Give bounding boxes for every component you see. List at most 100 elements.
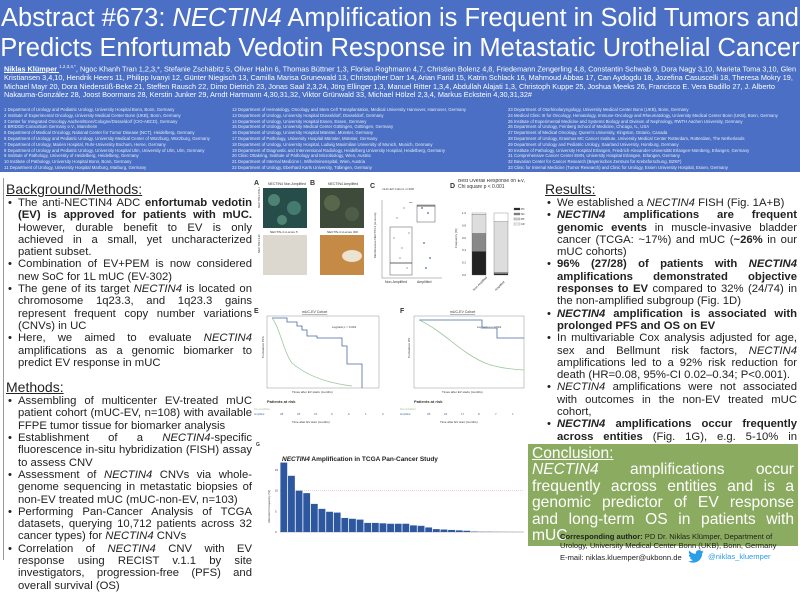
g-ytick: 10 [275,489,279,493]
bullet-item: Assessment of NECTIN4 CNVs via whole-gen… [6,469,252,506]
bullet-item: NECTIN4 amplifications were not associat… [545,381,797,418]
panel-f-xlabel: Times after EV starts (months) [442,390,483,394]
panel-g-ylabel: Alteration Frequency (%) [267,490,271,523]
g-bar [357,520,364,532]
panel-label-c: C [370,183,375,190]
panel-d-title: Best Overall Response on EV, Chi square … [458,179,526,190]
risk-count: 17 [461,412,465,416]
g-bar [380,523,387,532]
right-column: Results: We established a NECTIN4 FISH (… [545,181,797,455]
text-run: NECTIN4 [557,381,605,393]
g-bar [456,530,463,532]
background-heading: Background/Methods: [6,181,252,197]
panel-e-ylabel: Cumulative PFS [261,336,265,358]
panel-a-title: NECTIN4 Non-Amplified [268,182,306,186]
panel-c-ylabel: Membranous NECTIN-4 (H-score) [373,212,377,258]
text-run: Correlation of [18,543,107,555]
title-gene: NECTIN4 [173,4,282,32]
panel-e-title: mUC-EV Cohort [302,310,327,314]
text-run: Assembling of multicenter EV-treated mUC… [18,395,252,432]
bullet-item: NECTIN4 amplification is associated with… [545,308,797,333]
risk-row-nonamp-f: Non-Amplified [400,408,416,411]
d-bar-pd [472,251,486,275]
g-bar [280,463,287,532]
poster-title-line2: Predicts Enfortumab Vedotin Response in … [0,34,800,63]
bullet-item: The gene of its target NECTIN4 is locate… [6,283,252,332]
text-run: The anti-NECTIN4 ADC [18,197,145,209]
risk-title-f: Patients at risk [414,399,443,404]
fish-row-label: NECTIN4 FISH [257,187,261,208]
risk-count: 6 [331,412,333,416]
g-bar [387,524,394,532]
risk-xlabel-f: Time after EV start (months) [440,420,478,424]
text-run: NECTIN4 [204,332,252,344]
text-run: NECTIN4 [134,283,182,295]
text-run: NECTIN4 [107,543,155,555]
g-bar [303,493,310,532]
results-list: We established a NECTIN4 FISH (Fig. 1A+B… [545,197,797,455]
d-bar-pr [472,214,486,233]
twitter-handle[interactable]: @niklas_kluemper [688,550,771,563]
d-bar-cr [494,213,508,222]
text-run: amplifications as a genomic biomarker to… [18,345,252,369]
conclusion-heading: Conclusion: [532,446,794,462]
d-bar-sd [472,233,486,251]
text-run: NECTIN4 [105,530,153,542]
affiliation-item: 33 Clinic for Internal Medicine (Tumor R… [508,165,798,171]
g-ytick: 5 [275,509,277,513]
poster-header: Abstract #673: NECTIN4 Amplification is … [0,0,800,172]
panel-e-xlabel: Times after EV starts (months) [292,390,333,394]
affiliations-col3: 23 Department of Otorhinolaryngology, Un… [508,107,798,171]
text-run: NECTIN4 [557,209,605,221]
bullet-item: Combination of EV+PEM is now considered … [6,258,252,283]
left-column: Background/Methods: The anti-NECTIN4 ADC… [6,181,252,592]
risk-count: 7 [495,412,497,416]
risk-xlabel-e: Time after EV start (months) [292,420,330,424]
results-heading: Results: [545,181,797,197]
g-bar [433,529,440,532]
g-bar [341,518,348,532]
g-ytick: 0 [275,530,277,534]
bullet-item: Establishment of a NECTIN4-specific fluo… [6,432,252,469]
risk-count: 1 [512,412,514,416]
text-run: Establishment of a [18,432,162,444]
twitter-bird-icon [688,550,704,563]
methods-heading: Methods: [6,379,252,395]
d-xlabel: Amplified [494,280,506,292]
g-bar [463,531,470,532]
affiliation-item: 11 Department of Urology, University Hos… [4,165,228,171]
panel-g-title-text: Amplification in TCGA Pan-Cancer Study [310,456,438,463]
g-bar [418,526,425,532]
g-bar [441,530,448,532]
risk-count: 25 [297,412,301,416]
g-bar [410,525,417,532]
corresponding-author: Corresponding author: PD Dr. Niklas Klüm… [560,532,798,550]
panel-e-logrank: Logrank p < 0.001 [332,325,357,329]
boxplot-amplified [417,205,435,222]
panel-label-f: F [400,308,405,315]
panel-label-e: E [254,308,259,315]
text-run: We established a [557,197,647,209]
title-suffix: Amplification is Frequent in Solid Tumor… [282,4,799,32]
legend-swatch [514,223,520,225]
panel-d-ylabel: Frequency [%] [454,228,458,248]
ihc-image-nonamplified [263,235,307,275]
g-bar [448,530,455,532]
bullet-item: Here, we aimed to evaluate NECTIN4 ampli… [6,332,252,369]
text-run: NECTIN4 [162,432,210,444]
text-run: However, durable benefit to EV is only a… [18,222,252,259]
text-run: FISH (Fig. 1A+B) [695,197,784,209]
panel-b-title: NECTIN4 Amplified [328,182,358,186]
affiliation-item: 6 Department of Urology and Pediatric Ur… [4,136,228,142]
text-run: NECTIN4 [104,469,152,481]
legend-swatch [514,208,520,210]
text-run: NECTIN4 [749,345,797,357]
ihc-row-label: NECTIN4 IHC [257,233,261,253]
text-run: NECTIN4 [647,197,695,209]
d-xlabel: Non-Amplified [472,275,488,291]
author-email[interactable]: E-mail: niklas.kluemper@ukbonn.de [560,553,682,562]
affiliation-item: 12 Department of Hematology, Oncology an… [232,107,502,113]
